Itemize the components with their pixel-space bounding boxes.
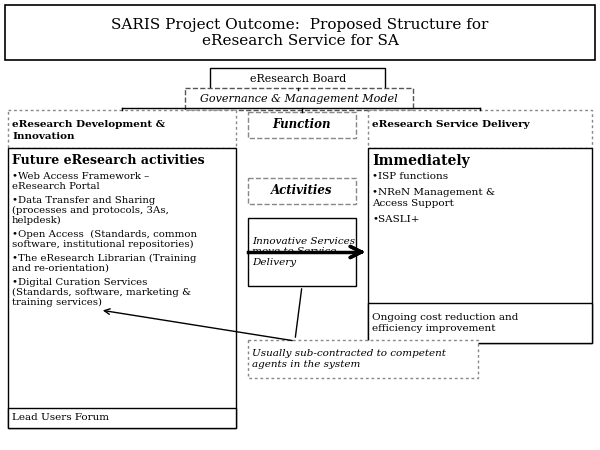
Text: Innovative Services
move to Service
Delivery: Innovative Services move to Service Deli… xyxy=(252,237,355,267)
Text: Immediately: Immediately xyxy=(372,154,470,168)
Text: Future eResearch activities: Future eResearch activities xyxy=(12,154,205,167)
Text: •Web Access Framework –: •Web Access Framework – xyxy=(12,172,149,181)
Text: Access Support: Access Support xyxy=(372,199,454,208)
Bar xyxy=(248,218,356,286)
Text: and re-orientation): and re-orientation) xyxy=(12,264,109,273)
Text: (Standards, software, marketing &: (Standards, software, marketing & xyxy=(12,288,191,297)
Text: •Open Access  (Standards, common: •Open Access (Standards, common xyxy=(12,230,197,239)
Bar xyxy=(5,5,595,60)
Text: eResearch Service Delivery: eResearch Service Delivery xyxy=(372,120,530,129)
Bar xyxy=(185,88,413,110)
Text: •Digital Curation Services: •Digital Curation Services xyxy=(12,278,148,287)
Bar xyxy=(248,340,478,378)
Text: software, institutional repositories): software, institutional repositories) xyxy=(12,240,194,249)
Bar xyxy=(368,303,592,343)
Bar xyxy=(368,148,592,343)
Bar xyxy=(368,110,592,148)
Bar xyxy=(8,148,236,428)
Text: eResearch Board: eResearch Board xyxy=(250,74,346,84)
Bar xyxy=(248,178,356,204)
Text: •Data Transfer and Sharing: •Data Transfer and Sharing xyxy=(12,196,155,205)
Bar xyxy=(8,408,236,428)
Text: Function: Function xyxy=(273,118,331,131)
Text: Ongoing cost reduction and
efficiency improvement: Ongoing cost reduction and efficiency im… xyxy=(372,313,518,333)
Text: training services): training services) xyxy=(12,298,102,307)
Text: eResearch Portal: eResearch Portal xyxy=(12,182,100,191)
Text: •The eResearch Librarian (Training: •The eResearch Librarian (Training xyxy=(12,254,196,263)
Text: Activities: Activities xyxy=(271,184,333,198)
Text: helpdesk): helpdesk) xyxy=(12,216,62,225)
Bar xyxy=(248,112,356,138)
Text: Usually sub-contracted to competent
agents in the system: Usually sub-contracted to competent agen… xyxy=(252,349,446,369)
Text: (processes and protocols, 3As,: (processes and protocols, 3As, xyxy=(12,206,169,215)
Text: •SASLI+: •SASLI+ xyxy=(372,215,419,224)
Text: Lead Users Forum: Lead Users Forum xyxy=(12,414,109,423)
Text: •ISP functions: •ISP functions xyxy=(372,172,448,181)
Text: Governance & Management Model: Governance & Management Model xyxy=(200,94,398,104)
Text: SARIS Project Outcome:  Proposed Structure for
eResearch Service for SA: SARIS Project Outcome: Proposed Structur… xyxy=(112,18,488,48)
Text: •NReN Management &: •NReN Management & xyxy=(372,188,495,197)
Text: eResearch Development &
Innovation: eResearch Development & Innovation xyxy=(12,120,165,141)
Bar xyxy=(8,110,236,148)
Bar xyxy=(210,68,385,90)
